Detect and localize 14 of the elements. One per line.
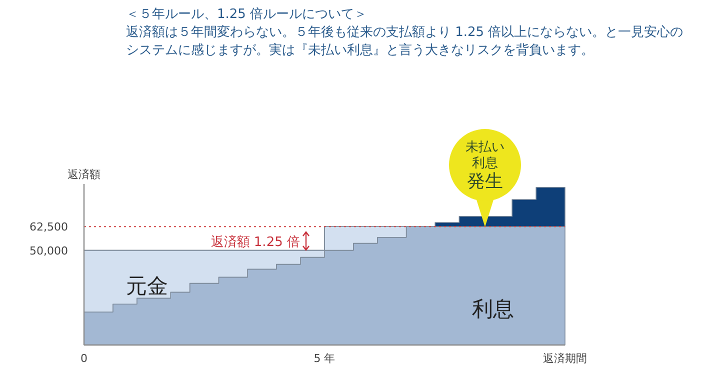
chart-subtitle: 返済額は５年間変わらない。５年後も従来の支払額より 1.25 倍以上にならない。と一見安心のシステムに感じますが。実は『未払い利息』と言う大きなリスクを背負います。: [126, 24, 684, 60]
x-tick-label: 0: [80, 352, 88, 365]
x-tick-label: 返済期間: [543, 352, 587, 365]
y-tick-label: 50,000: [30, 244, 68, 258]
annotation: 元金: [126, 274, 168, 298]
text: 利息: [472, 156, 498, 171]
y-tick-label: 62,500: [30, 220, 68, 234]
annotation: 返済額 1.25 倍: [210, 234, 300, 250]
annotation: 利息: [472, 297, 514, 321]
y-axis-title: 返済額: [68, 168, 100, 181]
chart-title: ＜５年ルール、1.25 倍ルールについて＞: [126, 6, 368, 24]
x-tick-label: 5 年: [314, 352, 336, 365]
annotation: 発生: [467, 171, 503, 192]
text: 未払い: [466, 140, 504, 155]
